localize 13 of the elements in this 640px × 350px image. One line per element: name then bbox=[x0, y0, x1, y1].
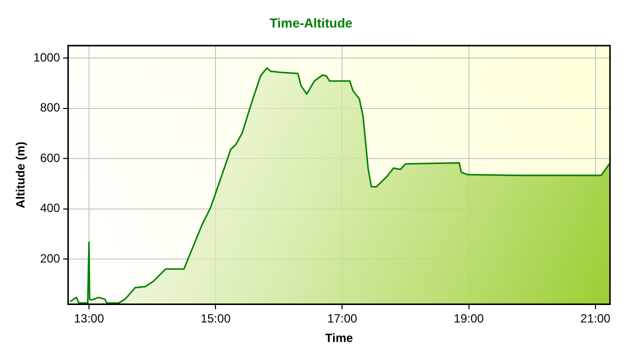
x-axis-title: Time bbox=[325, 331, 354, 346]
x-tick-label: 19:00 bbox=[454, 312, 484, 326]
y-tick-label: 800 bbox=[40, 100, 60, 115]
x-tick-label: 17:00 bbox=[327, 312, 358, 326]
y-tick-label: 200 bbox=[40, 251, 60, 266]
y-tick-label: 400 bbox=[40, 201, 60, 216]
y-tick-label: 1000 bbox=[33, 50, 60, 64]
y-tick-label: 600 bbox=[40, 150, 60, 165]
x-tick-label: 15:00 bbox=[200, 312, 231, 326]
chart-title: Time-Altitude bbox=[270, 15, 352, 30]
x-tick-label: 13:00 bbox=[74, 312, 104, 326]
y-axis-title: Altitude (m) bbox=[14, 142, 28, 208]
x-tick-label: 21:00 bbox=[580, 312, 611, 326]
